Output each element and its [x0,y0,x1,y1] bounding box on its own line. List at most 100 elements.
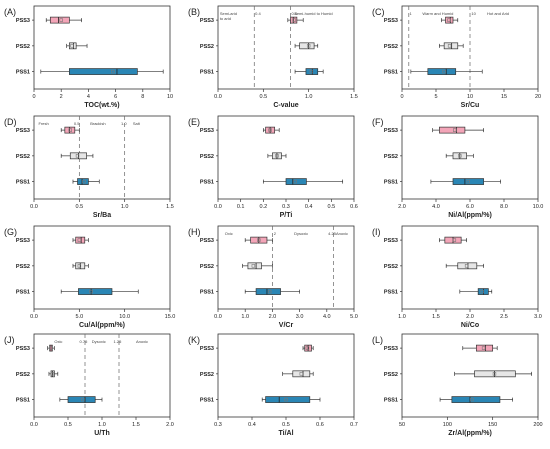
mean-marker [447,44,452,48]
x-tick-label: 2.0 [398,204,406,210]
category-label: PSS2 [200,154,214,160]
chart-panel-12: (L) 50 100 150 200 Zr/Al(ppm/%) PSS3 PSS2 PSS1 [372,333,543,437]
x-tick-label: 10.0 [533,204,544,210]
x-tick-label: 10 [167,94,173,100]
category-label: PSS2 [200,44,214,50]
panel-label: (D) [4,117,17,127]
annotation-label: Salt [133,121,141,126]
box-pss1 [78,288,113,295]
x-tick-label: 0.0 [214,204,222,210]
box-pss2 [474,370,516,378]
annotation-label: Semi-arid [220,11,237,16]
chart-panel-3: (C) 1 Warm and Humid 10 Hot and Arid 0 5 10 15 20… [372,5,541,109]
chart-panel-8: (H) Oxic 2 Dysoxic 4.25Anoxic 0.0 1.0 2.0 3.0 4.0… [188,225,358,329]
x-tick-label: 0.5 [282,422,290,428]
mean-marker [77,238,82,242]
category-label: PSS1 [200,290,214,296]
mean-marker [442,69,446,74]
category-label: PSS3 [16,128,30,134]
plot-frame [217,225,355,310]
x-tick-label: 2.0 [166,422,174,428]
x-tick-label: 0.3 [282,204,290,210]
x-tick-label: 0 [400,94,403,100]
panel-label: (E) [188,117,200,127]
box-pss1 [305,68,319,75]
mean-marker [268,128,272,132]
box-pss3 [475,344,494,352]
x-tick-label: 4.0 [432,204,440,210]
annotation-label: 0.75 [80,339,89,344]
x-tick-label: 0.6 [316,422,324,428]
box-pss2 [457,262,478,270]
x-tick-label: 4.0 [323,314,331,320]
mean-marker [275,154,279,158]
mean-marker [75,154,80,158]
chart-panel-4: (D) Fresh 0.5 Brackish 1.0 Salt 0.0 0.5 1.0 1.5 Sr… [4,115,174,219]
box-pss2 [299,42,315,50]
x-tick-label: 150 [488,422,497,428]
chart-panel-6: (F) 2.0 4.0 6.0 8.0 10.0 Ni/Al(ppm/%) PSS3 PSS2 P… [372,115,544,219]
box-pss1 [69,68,138,75]
x-tick-label: 20 [535,94,541,100]
panel-label: (I) [372,227,381,237]
chart-panel-5: (E) 0.0 0.1 0.2 0.3 0.4 0.5 0.6 P/Ti PSS3 PSS2 PSS1 [188,115,358,219]
mean-marker [481,346,486,350]
mean-marker [466,179,470,184]
x-tick-label: 1.5 [432,314,440,320]
panel-label: (B) [188,7,200,17]
category-label: PSS2 [16,44,30,50]
x-tick-label: 0.4 [248,422,256,428]
mean-marker [82,179,86,184]
mean-marker [49,346,53,350]
x-tick-label: 15 [501,94,507,100]
x-tick-label: 2.5 [500,314,508,320]
x-axis-label: Ti/Al [278,430,293,437]
x-tick-label: 1.5 [350,94,358,100]
box-pss3 [75,236,86,244]
x-tick-label: 50 [399,422,405,428]
x-axis-label: Ni/Al(ppm/%) [448,212,492,219]
mean-marker [464,264,469,268]
category-label: PSS2 [384,154,398,160]
annotation-label: 1.0 [121,121,127,126]
annotation-label: Anoxic [136,339,148,344]
x-tick-label: 200 [533,422,542,428]
category-label: PSS1 [16,398,30,404]
annotation-label: 10 [471,11,476,16]
annotation-label: Brackish [90,121,105,126]
category-label: PSS3 [16,346,30,352]
x-tick-label: 8 [141,94,144,100]
annotation-label: Dysoxic [294,231,308,236]
x-tick-label: 8.0 [500,204,508,210]
panel-label: (L) [372,335,383,345]
category-label: PSS3 [384,18,398,24]
x-tick-label: 6.0 [466,204,474,210]
mean-marker [492,372,497,376]
annotation-label: Warm and Humid [422,11,453,16]
mean-marker [452,238,457,242]
x-tick-label: 100 [443,422,452,428]
category-label: PSS1 [384,180,398,186]
x-tick-label: 1.0 [121,204,129,210]
panel-label: (C) [372,7,385,17]
category-label: PSS3 [200,128,214,134]
x-tick-label: 0.1 [237,204,245,210]
category-label: PSS1 [16,180,30,186]
plot-frame [401,5,539,90]
x-tick-label: 0.5 [76,204,84,210]
category-label: PSS3 [200,346,214,352]
annotation-label: Oxic [54,339,62,344]
category-label: PSS1 [200,70,214,76]
panel-label: (A) [4,7,16,17]
x-tick-label: 2.0 [466,314,474,320]
category-label: PSS2 [16,372,30,378]
mean-marker [458,154,462,158]
box-pss2 [292,370,311,378]
category-label: PSS1 [384,70,398,76]
x-axis-label: Sr/Ba [93,212,111,219]
plot-frame [33,225,171,310]
annotation-label: 0.5 [74,121,80,126]
x-axis-label: TOC(wt.%) [84,102,119,109]
x-tick-label: 0.5 [64,422,72,428]
